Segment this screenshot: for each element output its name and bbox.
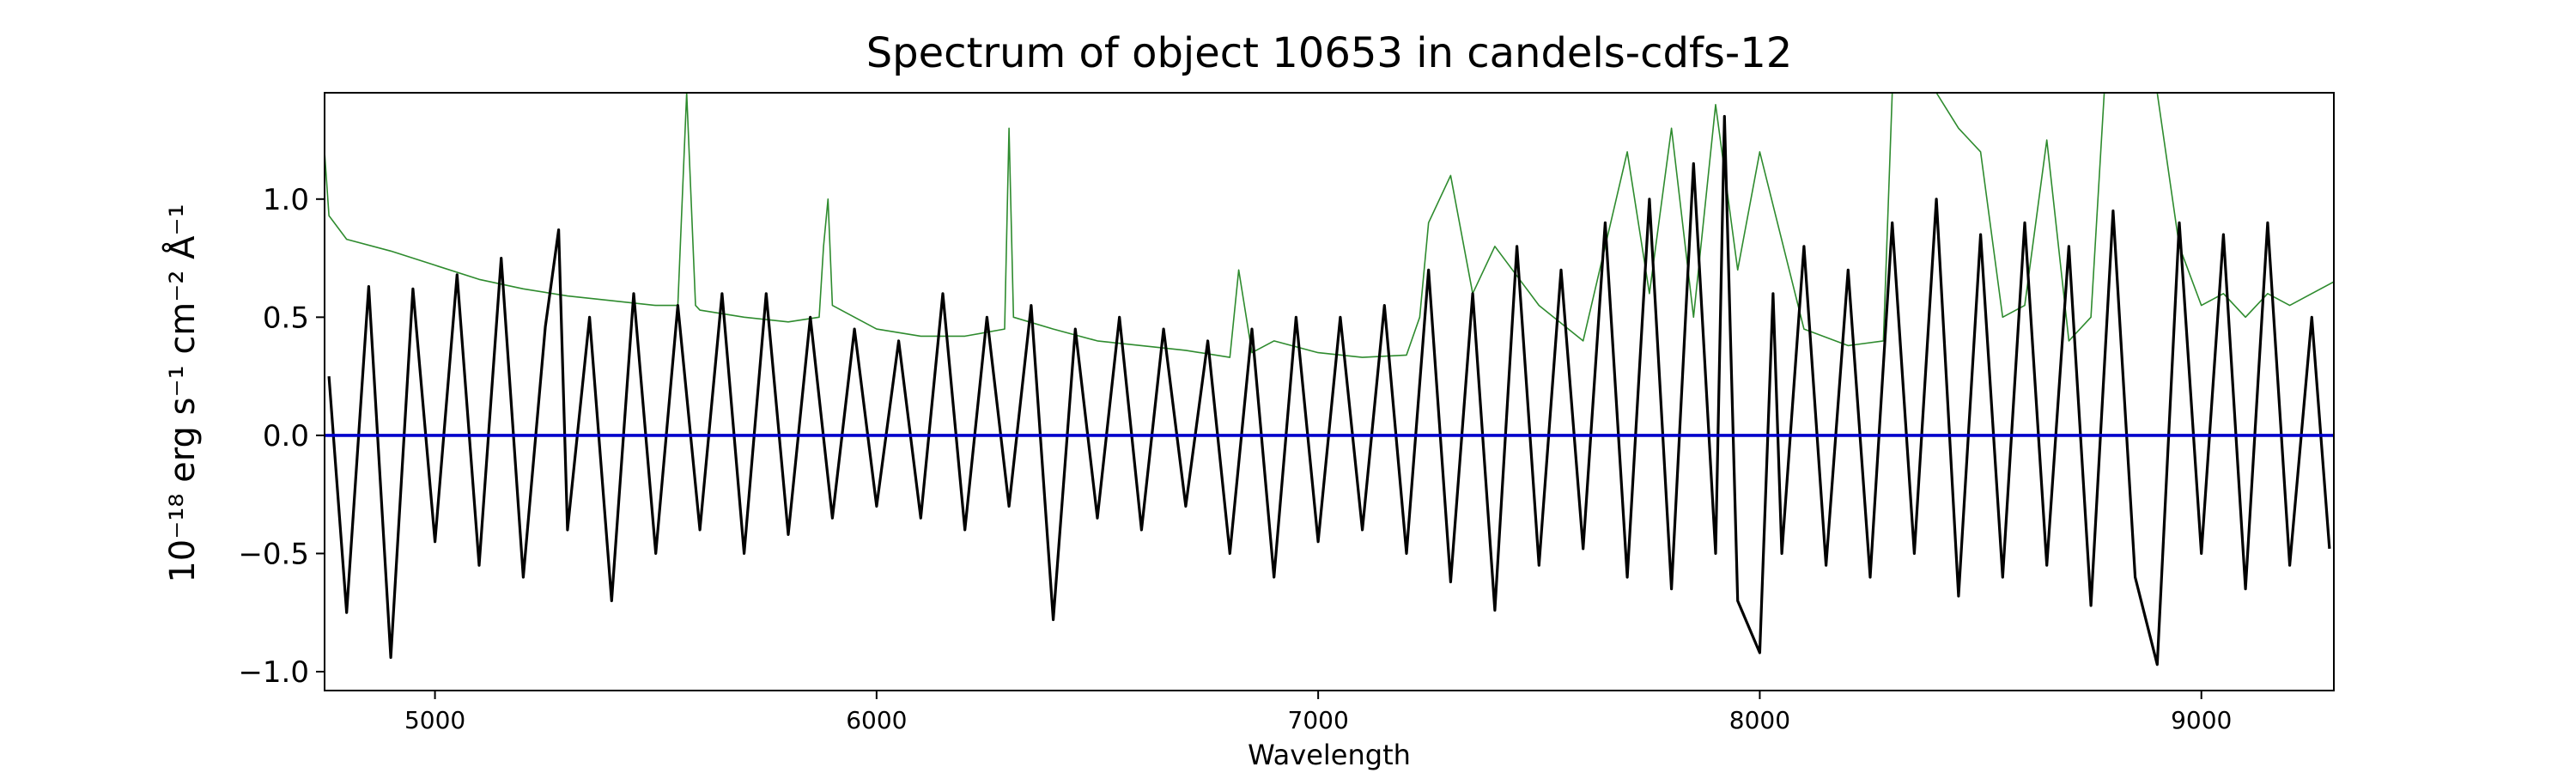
error-series-line (325, 93, 2334, 358)
y-tick-label: −1.0 (238, 655, 309, 690)
x-tick-label: 7000 (1288, 706, 1349, 734)
y-axis-label: 10⁻¹⁸ erg s⁻¹ cm⁻² Å⁻¹ (161, 204, 203, 582)
y-tick-label: 0.0 (263, 419, 309, 453)
plot-area (325, 93, 2334, 666)
plot-frame (324, 92, 2335, 691)
x-tick-label: 5000 (404, 706, 465, 734)
y-tick-label: 1.0 (263, 183, 309, 217)
x-axis-label: Wavelength (1248, 739, 1411, 771)
x-tick-label: 6000 (846, 706, 907, 734)
chart-title: Spectrum of object 10653 in candels-cdfs… (866, 29, 1793, 77)
flux-series-line (327, 114, 2331, 666)
x-tick-label: 9000 (2171, 706, 2232, 734)
axes: 5000 6000 7000 8000 9000 −1.0 −0.5 0.0 0.5 1.0 (238, 92, 2335, 734)
x-tick-label: 8000 (1729, 706, 1790, 734)
y-tick-label: 0.5 (263, 301, 309, 335)
y-tick-label: −0.5 (238, 537, 309, 571)
